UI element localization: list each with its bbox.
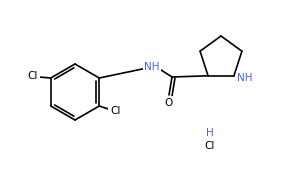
Text: NH: NH <box>237 73 253 83</box>
Text: Cl: Cl <box>27 71 38 81</box>
Text: H: H <box>206 128 214 138</box>
Text: NH: NH <box>144 62 160 72</box>
Text: Cl: Cl <box>110 106 121 116</box>
Text: Cl: Cl <box>205 141 215 151</box>
Text: O: O <box>165 98 173 108</box>
